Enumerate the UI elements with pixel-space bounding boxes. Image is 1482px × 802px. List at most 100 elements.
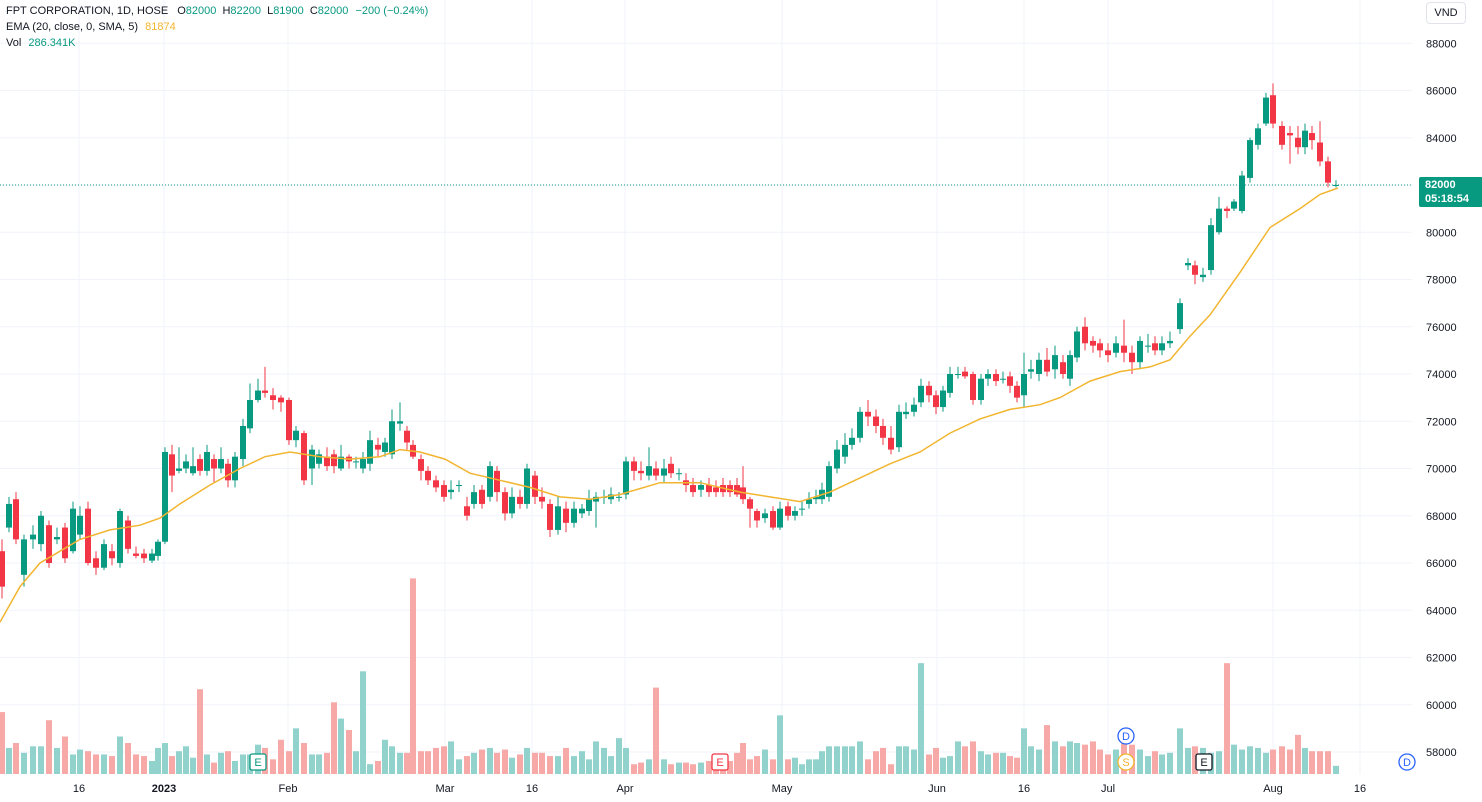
y-tick-label: 74000	[1426, 369, 1457, 381]
volume-bar	[978, 751, 984, 774]
candle-body	[1014, 385, 1020, 398]
candle-body	[955, 374, 961, 375]
volume-bar	[155, 747, 161, 774]
candle-body	[255, 390, 261, 400]
earnings-badge	[249, 753, 267, 771]
volume-bar	[211, 762, 217, 774]
volume-bar	[1231, 744, 1237, 774]
candle-body	[1255, 128, 1261, 145]
volume-bar	[993, 752, 999, 774]
volume-bar	[448, 741, 454, 774]
candle-body	[1082, 326, 1088, 344]
low-value: 81900	[273, 5, 304, 17]
volume-bar	[509, 757, 515, 774]
candle-body	[155, 541, 161, 556]
open-label: O	[177, 5, 186, 17]
volume-bar	[410, 578, 416, 774]
candle-body	[93, 558, 99, 568]
volume-bar	[698, 762, 704, 774]
currency-button[interactable]: VND	[1426, 2, 1466, 24]
candle-body	[532, 475, 538, 497]
candle-body	[896, 411, 902, 448]
candle-body	[301, 433, 307, 481]
volume-bar	[293, 728, 299, 774]
volume-bar	[706, 760, 712, 774]
volume-bar	[819, 751, 825, 774]
volume-bar	[579, 751, 585, 774]
volume-bar	[690, 764, 696, 774]
volume-bar	[571, 756, 577, 774]
high-label: H	[222, 5, 231, 17]
volume-bar	[799, 764, 805, 774]
candle-body	[638, 470, 644, 474]
volume-bar	[661, 759, 667, 774]
candle-body	[676, 473, 682, 475]
ema-legend-row[interactable]: EMA (20, close, 0, SMA, 5) 81874	[6, 19, 428, 35]
volume-bar	[149, 760, 155, 774]
volume-bar	[101, 754, 107, 774]
volume-bars	[0, 578, 1339, 774]
candle-body	[865, 411, 871, 417]
x-tick-label: Mar	[436, 783, 455, 795]
candle-body	[754, 511, 760, 521]
x-tick-label: 2023	[152, 783, 176, 795]
candle-body	[54, 537, 60, 540]
candle-body	[433, 480, 439, 488]
volume-bar	[353, 751, 359, 774]
volume-legend-row[interactable]: Vol 286.341K	[6, 35, 428, 51]
time-axis[interactable]: 16 2023 Feb Mar 16 Apr May Jun 16 Jul Aug 16	[73, 783, 1366, 795]
candle-body	[668, 463, 674, 474]
candle-body	[1287, 133, 1293, 136]
volume-bar	[754, 756, 760, 774]
candle-body	[21, 539, 27, 575]
dividend-marker: D	[1117, 727, 1135, 745]
price-axis[interactable]: 88000 86000 84000 82000 80000 78000 76000 74000…	[1426, 38, 1457, 759]
volume-bar	[813, 759, 819, 774]
volume-bar	[502, 749, 508, 774]
earnings-letter: E	[1200, 757, 1207, 769]
volume-bar	[623, 747, 629, 774]
volume-bar	[985, 754, 991, 774]
candle-body	[262, 390, 268, 393]
candle-body	[713, 487, 719, 493]
x-tick-label: Jun	[928, 783, 946, 795]
candle-body	[1021, 374, 1027, 396]
candle-body	[911, 404, 917, 412]
earnings-badge	[711, 753, 729, 771]
volume-bar	[873, 751, 879, 774]
volume-bar	[593, 741, 599, 774]
candle-body	[734, 485, 740, 495]
volume-bar	[301, 743, 307, 774]
candle-body	[30, 534, 36, 540]
event-markers[interactable]: E E D S E D	[249, 727, 1416, 771]
candle-body	[471, 492, 477, 504]
y-tick-label: 68000	[1426, 511, 1457, 523]
earnings-badge	[1195, 753, 1213, 771]
volume-bar	[1325, 751, 1331, 774]
candle-body	[1279, 125, 1285, 145]
volume-bar	[785, 759, 791, 774]
candle-body	[1060, 362, 1066, 374]
candle-body	[375, 444, 381, 450]
earnings-marker: E	[249, 753, 267, 771]
candle-body	[1090, 340, 1096, 346]
low-label: L	[267, 5, 274, 17]
volume-bar	[77, 749, 83, 774]
volume-bar	[389, 746, 395, 774]
symbol-title[interactable]: FPT CORPORATION, 1D, HOSE	[6, 5, 169, 17]
candle-body	[777, 508, 783, 528]
volume-bar	[1216, 751, 1222, 774]
bar-countdown: 05:18:54	[1425, 193, 1470, 205]
volume-bar	[638, 762, 644, 774]
volume-bar	[1185, 747, 1191, 774]
volume-bar	[1007, 756, 1013, 774]
volume-bar	[1263, 752, 1269, 774]
candle-body	[792, 511, 798, 516]
candle-body	[397, 421, 403, 424]
volume-bar	[404, 752, 410, 774]
volume-bar	[834, 746, 840, 774]
volume-bar	[471, 752, 477, 774]
volume-bar	[1192, 746, 1198, 774]
dividend-badge	[1117, 727, 1135, 745]
